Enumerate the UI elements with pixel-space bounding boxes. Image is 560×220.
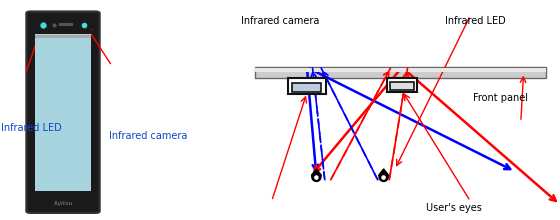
Bar <box>35 24 91 191</box>
Text: User's eyes: User's eyes <box>426 203 482 213</box>
Bar <box>255 68 546 72</box>
Polygon shape <box>379 172 388 182</box>
Bar <box>390 82 414 90</box>
Text: fujitsu: fujitsu <box>53 201 73 206</box>
Polygon shape <box>379 169 389 176</box>
Bar <box>386 78 418 92</box>
FancyBboxPatch shape <box>26 11 100 213</box>
Bar <box>59 23 73 26</box>
Text: Infrared camera: Infrared camera <box>109 131 188 141</box>
Text: Infrared LED: Infrared LED <box>1 123 61 133</box>
Bar <box>35 35 91 38</box>
Text: Infrared LED: Infrared LED <box>445 16 506 26</box>
Text: Front panel: Front panel <box>473 93 528 103</box>
Polygon shape <box>382 176 385 179</box>
Polygon shape <box>312 172 321 182</box>
Bar <box>255 67 546 78</box>
Bar <box>35 196 91 210</box>
Bar <box>292 83 321 92</box>
Bar <box>288 78 326 94</box>
Polygon shape <box>315 176 318 179</box>
Text: Infrared camera: Infrared camera <box>241 16 319 26</box>
Polygon shape <box>311 169 321 176</box>
Bar <box>35 14 91 34</box>
